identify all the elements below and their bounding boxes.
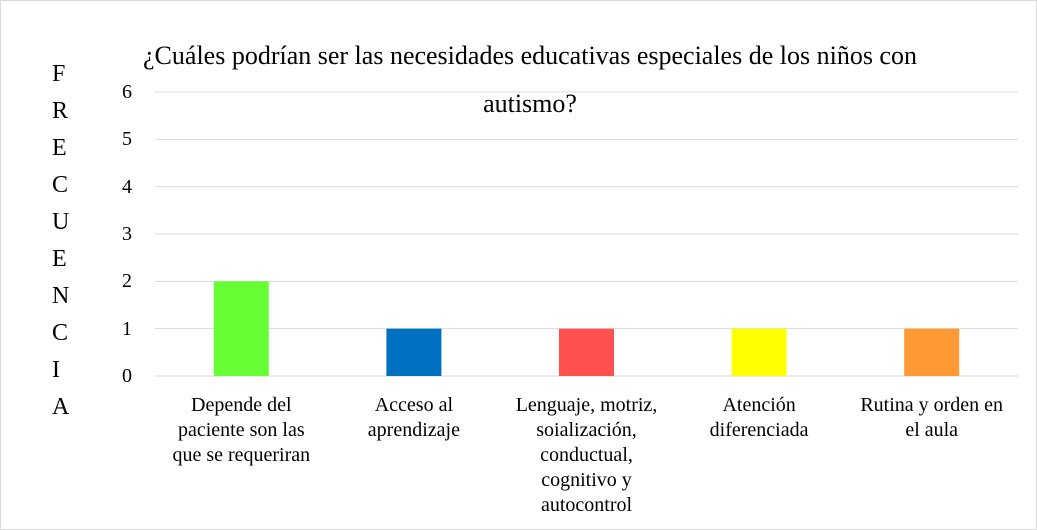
x-tick-label: Rutina y orden en el aula	[860, 394, 1004, 441]
y-tick-label: 4	[122, 175, 132, 198]
x-tick-label: Atención diferenciada	[709, 394, 809, 441]
chart-title: ¿Cuáles podrían ser las necesidades educ…	[143, 41, 917, 118]
y-tick-label: 2	[122, 270, 132, 293]
bar	[731, 328, 787, 376]
y-axis-label: FRECUENCIA	[52, 61, 70, 420]
y-tick-label: 1	[122, 317, 132, 340]
y-tick-label: 5	[122, 128, 132, 151]
y-tick-label: 3	[122, 223, 132, 245]
bar	[213, 281, 269, 376]
bar	[904, 328, 960, 376]
x-tick-label: Lenguaje, motriz, soialización, conductu…	[515, 394, 658, 516]
bar	[386, 328, 442, 376]
bar	[559, 328, 614, 376]
y-tick-label: 6	[122, 81, 132, 103]
x-tick-label: Depende del paciente son las que se requ…	[172, 394, 311, 466]
y-tick-label: 0	[122, 365, 132, 387]
x-tick-label: Acceso al aprendizaje	[367, 394, 460, 441]
